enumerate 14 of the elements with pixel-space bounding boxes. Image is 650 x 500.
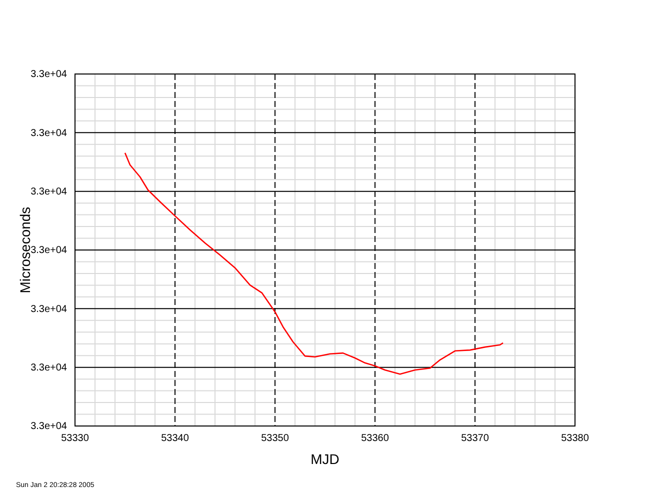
text: 3.3e+04 (30, 362, 68, 374)
x-tick-label: 53380 (561, 433, 590, 444)
x-tick-label: 53330 (61, 433, 90, 444)
x-tick-label: 53340 (161, 433, 190, 444)
x-tick-label: 53360 (361, 433, 390, 444)
x-tick-label: 53370 (461, 433, 490, 444)
x-tick-label: 53350 (261, 433, 290, 444)
text: 3.3e+04 (30, 421, 68, 432)
text: 3.3e+04 (30, 186, 68, 198)
text: 3.3e+04 (30, 304, 68, 315)
text: 3.3e+04 (30, 128, 68, 139)
text: 3.3e+04 (30, 245, 68, 256)
x-axis-title: MJD (310, 451, 340, 467)
text: 3.3e+04 (30, 69, 68, 80)
